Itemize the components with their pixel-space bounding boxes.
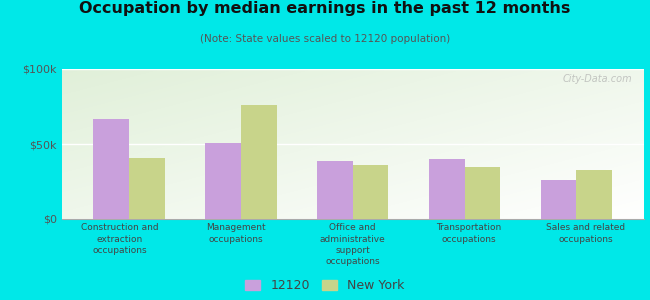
Bar [541,180,577,219]
Text: Office and
administrative
support
occupations: Office and administrative support occupa… [320,224,385,266]
Text: Management
occupations: Management occupations [207,224,266,244]
Text: Occupation by median earnings in the past 12 months: Occupation by median earnings in the pas… [79,2,571,16]
Text: Construction and
extraction
occupations: Construction and extraction occupations [81,224,159,255]
Bar [317,160,353,219]
Bar [353,165,389,219]
Text: Transportation
occupations: Transportation occupations [436,224,502,244]
Text: (Note: State values scaled to 12120 population): (Note: State values scaled to 12120 popu… [200,34,450,44]
Bar [93,118,129,219]
Bar [465,167,500,219]
Bar [240,105,276,219]
Legend: 12120, New York: 12120, New York [245,279,405,292]
Bar [205,142,240,219]
Bar [129,158,164,219]
Bar [577,169,612,219]
Text: Sales and related
occupations: Sales and related occupations [546,224,625,244]
Text: City-Data.com: City-Data.com [562,74,632,83]
Bar [429,159,465,219]
